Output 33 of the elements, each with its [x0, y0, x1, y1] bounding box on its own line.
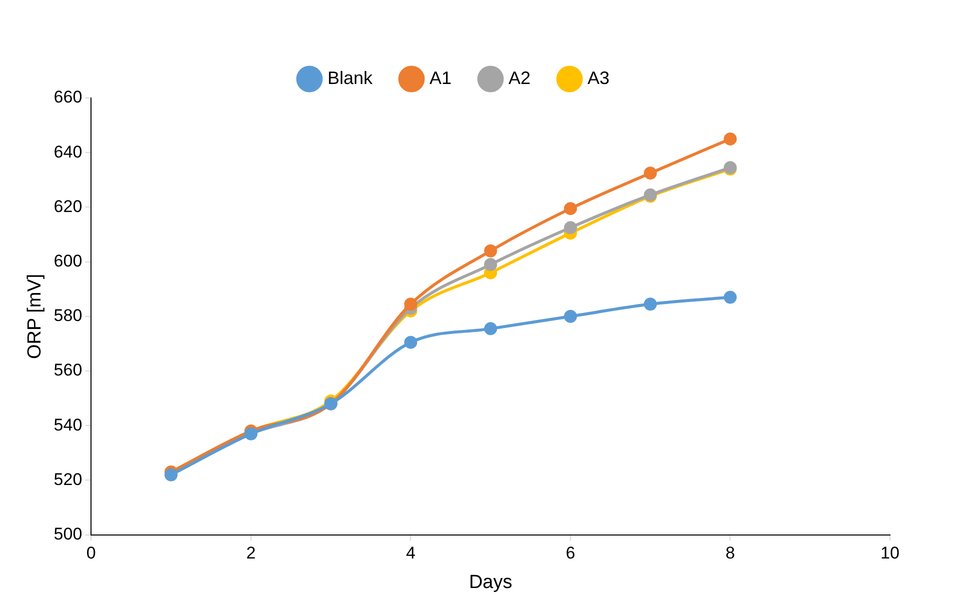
point	[484, 244, 498, 258]
point	[564, 310, 577, 323]
y-tick-label: 560	[54, 360, 82, 380]
y-axis-title: ORP [mV]	[24, 274, 46, 359]
y-tick-label: 540	[54, 415, 82, 434]
legend-label: Blank	[327, 68, 374, 88]
point	[564, 221, 577, 234]
x-tick-label: 0	[86, 544, 96, 563]
point	[724, 290, 737, 304]
point	[484, 258, 498, 272]
y-tick-label: 660	[54, 88, 82, 107]
x-tick-label: 10	[880, 544, 900, 563]
legend-label: A1	[429, 68, 452, 88]
y-tick-label: 500	[54, 524, 82, 544]
point	[404, 336, 418, 349]
x-tick-label: 2	[246, 544, 256, 563]
y-tick-label: 520	[54, 470, 82, 489]
point	[644, 298, 657, 311]
y-tick-label: 580	[54, 306, 82, 326]
point	[484, 322, 498, 336]
legend-label: A3	[588, 68, 610, 88]
y-tick-label: 600	[54, 251, 82, 270]
x-tick-label: 6	[566, 544, 576, 563]
point	[724, 132, 737, 146]
point	[644, 166, 657, 180]
point	[404, 298, 418, 311]
x-axis-title: Days	[468, 572, 512, 593]
y-tick-label: 620	[54, 196, 82, 216]
x-tick-label: 8	[726, 544, 735, 563]
legend-label: A2	[508, 68, 531, 88]
y-tick-label: 640	[54, 142, 82, 162]
point	[564, 202, 577, 216]
x-tick-label: 4	[406, 544, 416, 563]
